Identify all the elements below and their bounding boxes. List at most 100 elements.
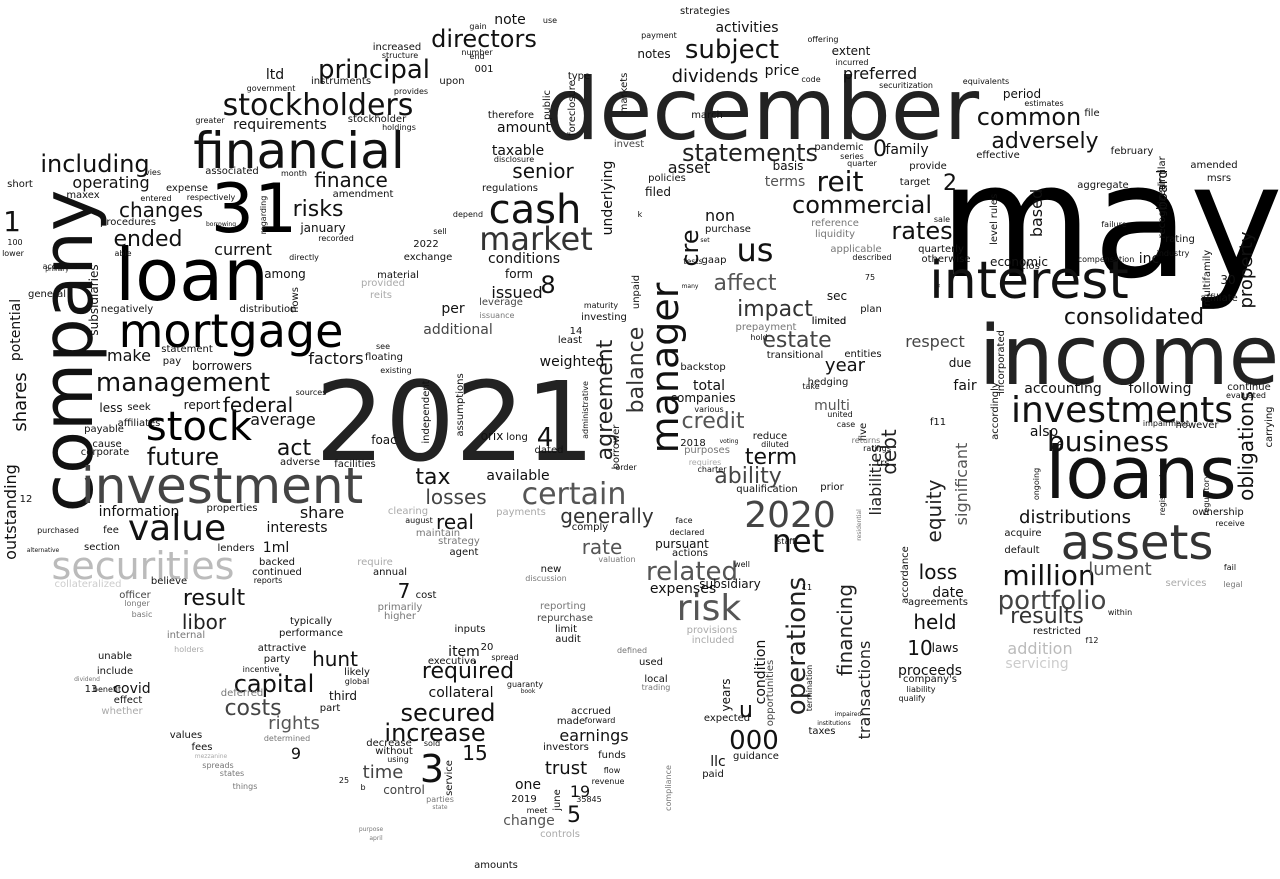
word-9: 9 — [290, 744, 302, 763]
word-6: 6 — [1056, 439, 1064, 453]
word-policies: policies — [648, 173, 686, 184]
word-june: june — [552, 789, 563, 811]
word-exchange: exchange — [403, 252, 453, 263]
word-k: k — [637, 210, 643, 219]
word-provisions: provisions — [686, 625, 738, 636]
word-principal: principal — [317, 55, 431, 85]
word-negatively: negatively — [100, 304, 154, 315]
word-new: new — [540, 564, 562, 575]
word-continue: continue — [1227, 382, 1271, 393]
word-multi: multi — [814, 398, 850, 414]
word-borrowers: borrowers — [191, 359, 253, 373]
word-business: business — [1046, 425, 1170, 458]
word-change: change — [503, 813, 555, 829]
word-dividend: dividend — [74, 676, 100, 683]
word-aggregate: aggregate — [1077, 180, 1129, 191]
word-states: states — [219, 769, 245, 778]
word-seek: seek — [127, 402, 151, 413]
word-internal: internal — [166, 630, 206, 641]
word-charter: charter — [697, 465, 727, 474]
word-ability: ability — [714, 464, 782, 489]
word-regulatory: regulatory — [1202, 474, 1211, 516]
word-pandemic: pandemic — [814, 142, 864, 153]
word-made: made — [556, 716, 586, 727]
word-1: 1 — [3, 205, 21, 238]
word-operating: operating — [72, 173, 150, 192]
word-holders: holders — [174, 645, 204, 654]
word-independent: independent — [421, 380, 432, 444]
word-income: income — [978, 309, 1280, 404]
word-hold: hold — [750, 333, 768, 342]
word-payable: payable — [84, 424, 124, 435]
word-affiliate: affiliate — [1200, 293, 1238, 304]
word-interest: interest — [929, 251, 1129, 311]
word-strategy: strategy — [438, 536, 480, 547]
word-purposes: purposes — [684, 445, 730, 456]
word-pursuant: pursuant — [655, 537, 709, 551]
word-paid: paid — [702, 769, 724, 780]
word-cause: cause — [92, 439, 122, 450]
word-administrative: administrative — [581, 381, 590, 439]
word-common: common — [976, 103, 1082, 131]
word-maturity: maturity — [583, 301, 619, 310]
word-trs: trs — [876, 458, 890, 469]
word-amounts: amounts — [474, 860, 518, 871]
word-pay: pay — [162, 356, 182, 367]
word-adversely: adversely — [991, 129, 1099, 154]
word-residential: residential — [856, 509, 863, 541]
word-hunt: hunt — [312, 647, 358, 671]
word-fees: fees — [191, 742, 213, 753]
word-distributions: distributions — [1019, 507, 1131, 528]
word-general: general — [27, 289, 67, 300]
word-without: without — [375, 746, 413, 757]
word-liquidity: liquidity — [815, 229, 855, 240]
word-regulations: regulations — [481, 183, 539, 194]
word-collateralized: collateralized — [54, 579, 122, 590]
word-senior: senior — [512, 159, 574, 183]
word-acquire: acquire — [1004, 528, 1042, 539]
word-basic: basic — [131, 610, 153, 619]
word-borrower: borrower — [611, 424, 622, 470]
word-libor: libor — [181, 610, 227, 634]
word-accordance: accordance — [900, 546, 911, 604]
word-act: act — [276, 436, 312, 461]
word-entered: entered — [140, 194, 172, 203]
word-7: 7 — [397, 579, 411, 603]
word-ownership: ownership — [1192, 507, 1244, 518]
word-30: 30 — [1220, 273, 1236, 287]
word-balance: balance — [624, 326, 649, 414]
word-non: non — [704, 206, 736, 225]
word-available: available — [486, 468, 550, 484]
word-inputs: inputs — [454, 624, 486, 635]
word-flows: flows — [290, 287, 301, 313]
word-believe: believe — [150, 576, 188, 587]
word-include: include — [96, 666, 134, 677]
word-opportunities: opportunities — [765, 659, 776, 727]
word-funds: funds — [598, 750, 626, 761]
word-b: b — [360, 783, 366, 792]
word-multifamily: multifamily — [1202, 249, 1213, 307]
word-material: material — [377, 270, 419, 281]
word-2: 2 — [943, 171, 957, 196]
word-therefore: therefore — [487, 110, 535, 121]
word-benefit: benefit — [92, 685, 122, 694]
word-regarding: regarding — [259, 195, 268, 235]
word-family: family — [885, 142, 929, 158]
word-property: property — [1236, 231, 1257, 309]
word-fair: fair — [953, 378, 977, 394]
word-among: among — [264, 267, 306, 281]
word-amount: amount — [496, 120, 552, 136]
word-management: management — [95, 368, 271, 398]
word-controls: controls — [540, 829, 580, 840]
word-things: things — [232, 782, 258, 791]
word-10: 10 — [907, 636, 933, 660]
word-lower: lower — [2, 249, 24, 258]
word-tax: tax — [415, 465, 451, 490]
word-estate: estate — [762, 328, 832, 353]
word-llc: llc — [710, 754, 726, 770]
word-registered: registered — [1158, 474, 1167, 516]
word-stock: stock — [145, 404, 253, 450]
word-costs: costs — [224, 696, 282, 721]
word-credit: credit — [681, 409, 745, 434]
word-following: following — [1128, 381, 1192, 397]
